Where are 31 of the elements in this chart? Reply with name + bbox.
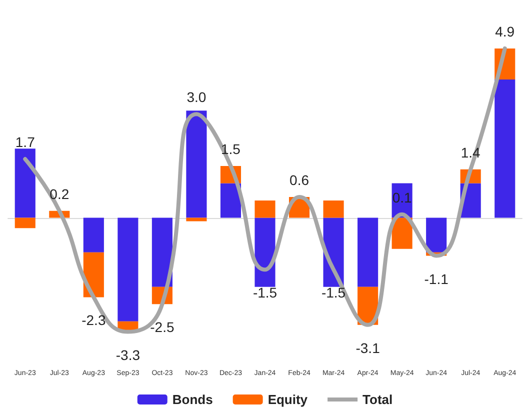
bar — [254, 218, 276, 287]
bar — [118, 218, 138, 322]
data-label: 0.2 — [50, 186, 70, 202]
data-label: 0.6 — [290, 172, 310, 188]
bar — [14, 148, 36, 218]
bar — [494, 80, 516, 218]
bar — [83, 218, 104, 252]
data-label: 0.1 — [392, 189, 412, 206]
legend-label: Total — [362, 392, 393, 407]
data-label: -1.5 — [321, 284, 346, 301]
data-label: 1.5 — [221, 140, 241, 157]
data-label: 3.0 — [186, 89, 206, 106]
bar — [186, 110, 207, 218]
data-label: 1.7 — [15, 134, 36, 150]
bar — [220, 183, 242, 218]
bar — [152, 218, 172, 287]
bar — [14, 218, 36, 228]
legend-label: Bonds — [172, 392, 213, 407]
bar — [358, 218, 378, 287]
data-label: 1.4 — [460, 144, 481, 160]
legend-label: Equity — [268, 392, 308, 407]
data-label: -3.3 — [116, 346, 140, 363]
data-label: 4.9 — [495, 23, 515, 40]
data-label: -2.3 — [82, 312, 106, 328]
data-label: -2.5 — [150, 319, 174, 336]
data-label: -1.5 — [252, 284, 278, 301]
data-label: -1.1 — [424, 270, 449, 287]
bar — [254, 200, 276, 218]
bar — [426, 218, 447, 252]
bar — [323, 200, 344, 218]
data-label: -3.1 — [356, 340, 380, 356]
